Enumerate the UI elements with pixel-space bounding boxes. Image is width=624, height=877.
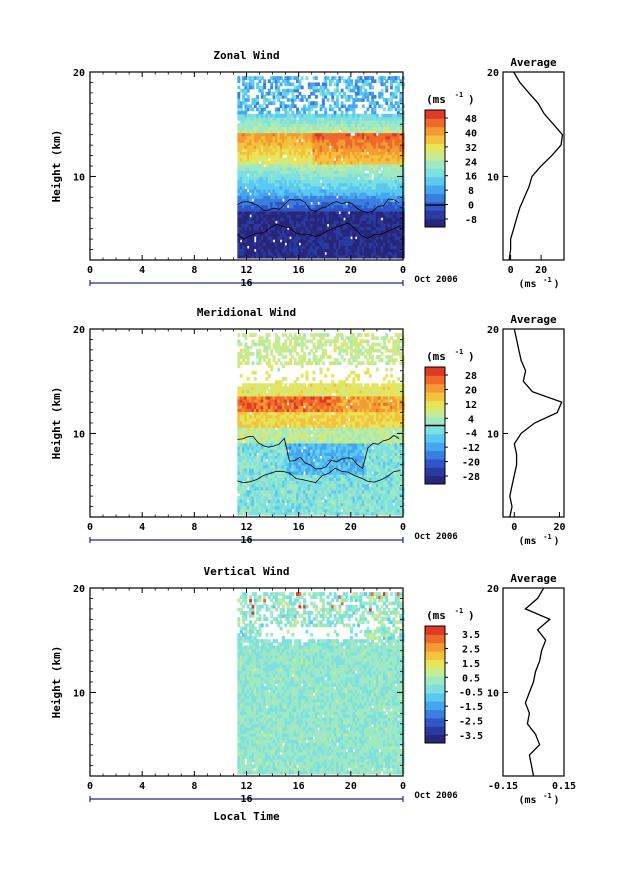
colorbar-swatch <box>425 143 445 152</box>
profile-x-tick-label: 0 <box>508 265 514 276</box>
heatmap-cell <box>254 333 257 337</box>
heatmap-cell <box>371 86 374 90</box>
panel-title: Zonal Wind <box>213 49 279 62</box>
x-tick-label: 12 <box>240 265 252 276</box>
date-label: Oct 2006 <box>414 275 457 285</box>
colorbar-swatch <box>425 210 445 219</box>
profile-y-tick-label: 20 <box>487 68 499 79</box>
heatmap-cell <box>273 355 276 359</box>
heatmap-cell <box>385 86 388 90</box>
colorbar-swatch <box>425 194 445 203</box>
heatmap-cell <box>259 349 262 353</box>
colorbar-unit: (ms <box>426 93 446 106</box>
heatmap-cell <box>399 92 402 96</box>
y-tick-label: 10 <box>73 172 85 183</box>
heatmap-cell <box>251 352 254 356</box>
heatmap-cell <box>263 79 266 83</box>
x-tick-label: 0 <box>87 265 93 276</box>
heatmap-cells <box>237 76 404 258</box>
heatmap-cell <box>284 377 287 381</box>
heatmap-cell <box>315 101 318 105</box>
mean-profile: Average 20 10 0 20 (ms -1) <box>487 56 564 290</box>
x-tick-label: 16 <box>293 265 305 276</box>
colorbar-swatch <box>425 177 445 186</box>
heatmap-cell <box>284 355 287 359</box>
profile-x-label-exponent: -1 <box>543 276 551 284</box>
heatmap-cell <box>268 333 271 337</box>
heatmap-cell <box>301 86 304 90</box>
heatmap-cell <box>247 95 250 99</box>
colorbar-swatch <box>425 127 445 136</box>
y-axis-label: Height (km) <box>50 130 63 203</box>
colorbar-tick-label: 32 <box>465 143 477 154</box>
heatmap-cell <box>237 333 240 337</box>
heatmap-cells <box>237 333 404 515</box>
heatmap-cell <box>268 358 271 362</box>
heatmap-cell <box>315 76 318 80</box>
x-tick-label: 0 <box>400 265 406 276</box>
x-tick-label: 20 <box>345 265 357 276</box>
profile-title: Average <box>510 56 557 69</box>
heatmap-cell <box>254 371 257 375</box>
colorbar-swatch <box>425 110 445 119</box>
panel-title: Meridional Wind <box>197 306 296 319</box>
profile-x-label: (ms <box>518 279 536 290</box>
profile-x-tick-label: 20 <box>535 265 547 276</box>
colorbar-swatch <box>425 152 445 161</box>
heatmap-cell <box>324 108 327 112</box>
heatmap-cell <box>327 98 330 102</box>
heatmap-cell <box>305 76 308 80</box>
heatmap-cell <box>374 79 377 83</box>
heatmap-cell <box>251 361 254 365</box>
colorbar-tick-label: -8 <box>465 215 477 226</box>
colorbar-unit-close: ) <box>468 93 475 106</box>
colorbar-tick-label: 8 <box>468 186 474 197</box>
heatmap-cell <box>237 76 240 80</box>
profile-x-label-close: ) <box>554 279 560 290</box>
colorbar-swatch <box>425 169 445 178</box>
colorbar-swatch <box>425 160 445 169</box>
heatmap-cell <box>355 104 358 108</box>
heatmap-cell <box>350 79 353 83</box>
colorbar-swatch <box>425 185 445 194</box>
heatmap-cell <box>247 377 250 381</box>
x-tick-label: 4 <box>139 265 145 276</box>
heatmap-cell <box>374 95 377 99</box>
date-mark: 16 <box>240 278 252 289</box>
colorbar-swatch <box>425 118 445 127</box>
heatmap-cell <box>362 104 365 108</box>
heatmap-cell <box>268 339 271 343</box>
heatmap-cell <box>383 108 386 112</box>
colorbar-tick-label: 16 <box>465 172 477 183</box>
colorbar: (ms -1) 48 40 32 24 16 8 0 -8 <box>425 91 477 228</box>
colorbar-tick-label: 0 <box>468 201 474 212</box>
colorbar-swatch <box>425 219 445 228</box>
colorbar-tick-label: 48 <box>465 114 477 125</box>
heatmap-cell <box>277 336 280 340</box>
heatmap-cell <box>270 365 273 369</box>
colorbar-swatch <box>425 135 445 144</box>
y-tick-label: 20 <box>73 68 85 79</box>
heatmap-cell <box>240 343 243 347</box>
heatmap-cell <box>277 368 280 372</box>
x-tick-label: 8 <box>191 265 197 276</box>
heatmap-cell <box>268 374 271 378</box>
colorbar-tick-label: 24 <box>465 157 477 168</box>
heatmap-cell <box>381 89 384 93</box>
heatmap-cell <box>256 95 259 99</box>
heatmap-cell <box>315 95 318 99</box>
profile-line <box>509 72 562 260</box>
heatmap-cell <box>240 374 243 378</box>
heatmap-cell <box>301 76 304 80</box>
colorbar-unit-exponent: -1 <box>455 91 463 99</box>
colorbar-swatch <box>425 202 445 211</box>
heatmap-cell <box>254 377 257 381</box>
colorbar-tick-label: 40 <box>465 128 477 139</box>
profile-y-tick-label: 10 <box>487 172 499 183</box>
